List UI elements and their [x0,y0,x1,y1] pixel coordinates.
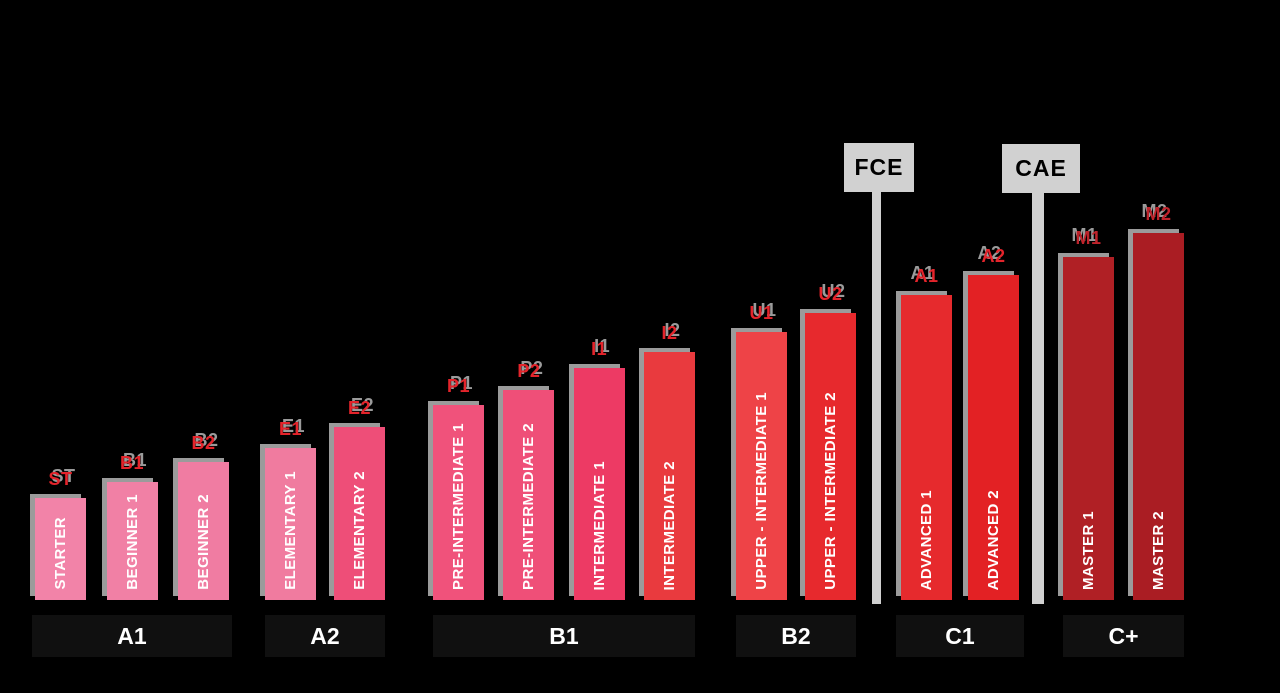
level-code-badge: B2 [191,433,216,453]
exam-sign-cae: CAE [1002,144,1080,193]
level-group-c1: A1 ADVANCED 1 A2 ADVANCED 2 [896,246,1024,600]
level-group-a1: ST STARTER B1 BEGINNER 1 B2 BEGINNER 2 [32,433,232,600]
level-bar: ADVANCED 1 [901,295,952,600]
level-code-badge: M2 [1145,204,1172,224]
level-pre-intermediate-1: P1 PRE-INTERMEDIATE 1 [433,376,484,600]
level-bar-label: ELEMENTARY 1 [282,471,299,590]
level-group-b1: P1 PRE-INTERMEDIATE 1 P2 PRE-INTERMEDIAT… [433,323,695,600]
level-code-badge: ST [48,469,73,489]
level-code-badge: A2 [981,246,1006,266]
level-group-b2: U1 UPPER - INTERMEDIATE 1 U2 UPPER - INT… [736,284,856,600]
level-bar: MASTER 2 [1133,233,1184,600]
level-bar: UPPER - INTERMEDIATE 2 [805,313,856,600]
cefr-strip-c-plus: C+ [1063,615,1184,657]
level-bar-label: ELEMENTARY 2 [351,471,368,590]
level-advanced-2: A2 ADVANCED 2 [968,246,1019,600]
level-bar: UPPER - INTERMEDIATE 1 [736,332,787,600]
level-code-badge: E2 [347,398,372,418]
level-bar-label: PRE-INTERMEDIATE 1 [450,423,467,590]
level-bar-label: MASTER 2 [1150,510,1167,590]
level-bar-label: INTERMEDIATE 2 [660,460,678,591]
level-bar: STARTER [35,498,86,600]
cefr-strip-b2: B2 [736,615,856,657]
level-bar: ADVANCED 2 [968,275,1019,600]
level-bar: BEGINNER 2 [178,462,229,600]
level-bar: ELEMENTARY 1 [265,448,316,600]
level-intermediate-2: I2 INTERMEDIATE 2 [643,323,695,600]
level-bar-label: STARTER [52,517,69,590]
level-code-badge: A1 [914,266,939,286]
level-pre-intermediate-2: P2 PRE-INTERMEDIATE 2 [503,361,555,600]
level-bar-label: BEGINNER 1 [123,494,141,590]
level-bar: INTERMEDIATE 2 [643,352,695,600]
exam-sign-fce: FCE [844,143,914,192]
level-code-badge: P2 [517,361,541,381]
exam-sign-pole-fce [872,190,881,604]
level-code-badge: E1 [278,419,303,439]
level-bar-label: MASTER 1 [1080,510,1097,590]
level-beginner-1: B1 BEGINNER 1 [106,453,158,600]
level-code-badge: I2 [661,323,678,343]
level-group-c-plus: M1 MASTER 1 M2 MASTER 2 [1063,204,1184,600]
level-beginner-2: B2 BEGINNER 2 [178,433,229,600]
level-group-a2: E1 ELEMENTARY 1 E2 ELEMENTARY 2 [265,398,385,600]
level-code-badge: B1 [119,453,144,473]
cefr-strip-b1: B1 [433,615,695,657]
cefr-strip-c1: C1 [896,615,1024,657]
level-starter: ST STARTER [35,469,86,600]
level-bar-label: ADVANCED 2 [985,489,1002,590]
level-elementary-1: E1 ELEMENTARY 1 [265,419,316,600]
level-code-badge: U2 [818,284,843,304]
level-bar-label: PRE-INTERMEDIATE 2 [520,423,538,590]
level-master-2: M2 MASTER 2 [1133,204,1184,600]
exam-sign-pole-cae [1032,191,1044,604]
level-bar-label: BEGINNER 2 [195,494,212,590]
level-bar: BEGINNER 1 [106,482,158,600]
level-bar: PRE-INTERMEDIATE 2 [503,390,555,600]
level-intermediate-1: I1 INTERMEDIATE 1 [573,339,625,600]
level-elementary-2: E2 ELEMENTARY 2 [334,398,385,600]
cefr-strip-a1: A1 [32,615,232,657]
level-bar-label: ADVANCED 1 [918,489,935,590]
level-code-badge: M1 [1075,228,1102,248]
level-upper-intermediate-2: U2 UPPER - INTERMEDIATE 2 [805,284,856,600]
level-bar: MASTER 1 [1063,257,1114,600]
level-bar: INTERMEDIATE 1 [573,368,625,600]
cefr-strip-a2: A2 [265,615,385,657]
level-bar-label: UPPER - INTERMEDIATE 1 [753,392,770,590]
level-code-badge: U1 [749,303,774,323]
level-advanced-1: A1 ADVANCED 1 [901,266,952,600]
level-code-badge: I1 [591,339,608,359]
level-bar-label: INTERMEDIATE 1 [590,460,608,591]
level-upper-intermediate-1: U1 UPPER - INTERMEDIATE 1 [736,303,787,600]
level-code-badge: P1 [446,376,471,396]
level-bar: PRE-INTERMEDIATE 1 [433,405,484,600]
level-master-1: M1 MASTER 1 [1063,228,1114,600]
level-bar: ELEMENTARY 2 [334,427,385,600]
level-bar-label: UPPER - INTERMEDIATE 2 [822,392,839,590]
